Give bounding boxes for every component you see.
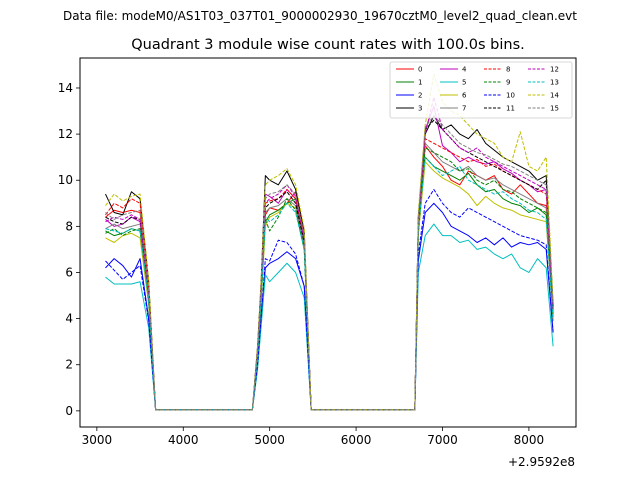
y-tick-label-10: 10 [58, 173, 73, 187]
x-tick-label-7000: 7000 [427, 433, 458, 447]
legend-label-3: 3 [418, 105, 422, 113]
y-tick-label-0: 0 [65, 404, 73, 418]
x-tick-label-6000: 6000 [341, 433, 372, 447]
legend-label-5: 5 [462, 79, 466, 87]
y-tick-label-8: 8 [65, 219, 73, 233]
series-line-15 [105, 115, 554, 411]
y-tick-label-14: 14 [58, 81, 73, 95]
legend-label-15: 15 [550, 105, 559, 113]
legend-box [389, 61, 573, 119]
legend-label-4: 4 [462, 66, 467, 74]
y-tick-label-2: 2 [65, 358, 73, 372]
plot-area [80, 58, 576, 427]
y-tick-label-6: 6 [65, 265, 73, 279]
legend-label-0: 0 [418, 66, 422, 74]
legend-label-2: 2 [418, 92, 422, 100]
legend-label-14: 14 [550, 92, 559, 100]
x-tick-label-4000: 4000 [168, 433, 199, 447]
legend-label-1: 1 [418, 79, 422, 87]
y-tick-label-12: 12 [58, 127, 73, 141]
series-layer [105, 73, 554, 411]
x-tick-label-5000: 5000 [254, 433, 285, 447]
legend-label-12: 12 [550, 66, 559, 74]
chart-title: Quadrant 3 module wise count rates with … [131, 37, 525, 53]
legend-label-6: 6 [462, 92, 467, 100]
legend-label-11: 11 [506, 105, 515, 113]
x-offset-label: +2.9592e8 [508, 455, 575, 469]
x-tick-label-8000: 8000 [514, 433, 545, 447]
legend-label-13: 13 [550, 79, 559, 87]
legend-label-8: 8 [506, 66, 510, 74]
legend-label-7: 7 [462, 105, 466, 113]
y-tick-label-4: 4 [65, 312, 73, 326]
x-tick-label-3000: 3000 [82, 433, 113, 447]
axes-frame [79, 57, 577, 428]
data-file-caption: Data file: modeM0/AS1T03_037T01_90000029… [63, 9, 577, 23]
legend-label-9: 9 [506, 79, 510, 87]
legend-label-10: 10 [506, 92, 515, 100]
